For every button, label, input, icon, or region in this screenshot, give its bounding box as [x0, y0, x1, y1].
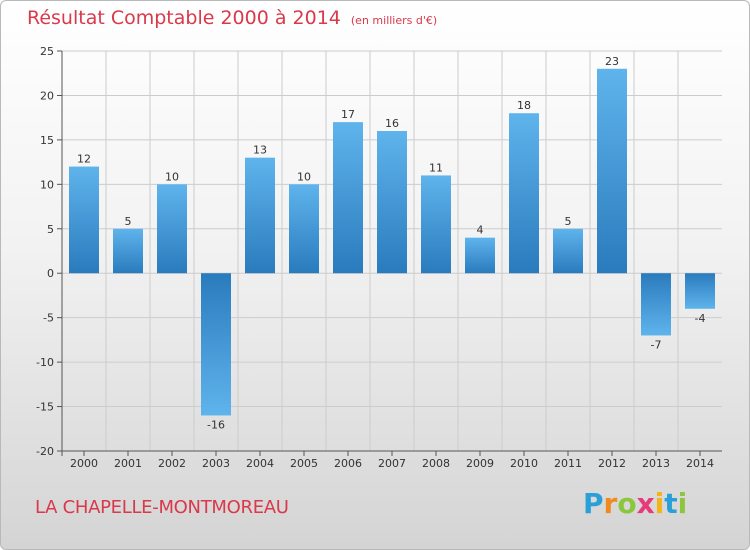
bar-2013	[641, 273, 671, 336]
x-tick-label: 2012	[598, 457, 626, 470]
x-tick-label: 2008	[422, 457, 450, 470]
logo-letter: o	[617, 487, 637, 520]
x-tick-label: 2003	[202, 457, 230, 470]
bar-2007	[377, 131, 407, 274]
x-tick-label: 2006	[334, 457, 362, 470]
bar-2004	[245, 157, 275, 274]
x-tick-label: 2009	[466, 457, 494, 470]
x-tick-label: 2004	[246, 457, 274, 470]
logo-letter: i	[654, 487, 665, 520]
y-tick-label: -10	[36, 356, 54, 369]
data-label-2001: 5	[125, 215, 132, 228]
data-label-2008: 11	[429, 161, 443, 174]
data-label-2005: 10	[297, 170, 311, 183]
chart-subtitle: (en milliers d'€)	[350, 14, 438, 27]
y-tick-label: -5	[43, 312, 54, 325]
y-tick-label: 20	[40, 89, 54, 102]
bar-2011	[553, 228, 583, 274]
proxiti-logo: Proxiti	[583, 487, 687, 520]
logo-letter: P	[583, 487, 604, 520]
bar-layer	[69, 68, 715, 416]
chart-title: Résultat Comptable 2000 à 2014 (en millie…	[27, 7, 437, 29]
x-tick-label: 2001	[114, 457, 142, 470]
data-label-2000: 12	[77, 153, 91, 166]
bar-2000	[69, 166, 99, 274]
data-label-2009: 4	[477, 224, 484, 237]
y-tick-label: 15	[40, 134, 54, 147]
x-tick-label: 2010	[510, 457, 538, 470]
axis-layer: -20 -15 -10 -5 0 5 10 15 20 25 2000 2001 2002 2003 200…	[36, 45, 722, 470]
data-label-2010: 18	[517, 99, 531, 112]
bar-2005	[289, 184, 319, 274]
x-tick-label: 2000	[70, 457, 98, 470]
y-tick-label: -15	[36, 401, 54, 414]
y-tick-label: 10	[40, 178, 54, 191]
bar-2012	[597, 68, 627, 274]
chart-title-text: Résultat Comptable 2000 à 2014	[27, 7, 341, 29]
logo-letter: t	[664, 487, 678, 520]
data-label-2006: 17	[341, 108, 355, 121]
commune-name: LA CHAPELLE-MONTMOREAU	[35, 497, 289, 518]
bar-2003	[201, 273, 231, 416]
y-tick-label: 0	[47, 267, 54, 280]
data-label-2012: 23	[605, 55, 619, 68]
label-layer: 12 5 10 -16 13 10 17 16 11 4 18 5 23 -7 -4	[77, 55, 705, 432]
bar-2010	[509, 113, 539, 274]
data-label-2014: -4	[695, 312, 706, 325]
x-tick-label: 2014	[686, 457, 714, 470]
data-label-2011: 5	[565, 215, 572, 228]
bar-2008	[421, 175, 451, 274]
bar-2014	[685, 273, 715, 309]
x-tick-label: 2011	[554, 457, 582, 470]
y-tick-label: 25	[40, 45, 54, 58]
logo-letter: x	[636, 487, 655, 520]
data-label-2007: 16	[385, 117, 399, 130]
data-label-2003: -16	[207, 418, 225, 431]
data-label-2004: 13	[253, 144, 267, 157]
x-tick-label: 2013	[642, 457, 670, 470]
data-label-2013: -7	[651, 338, 662, 351]
x-tick-label: 2002	[158, 457, 186, 470]
logo-letter: i	[677, 487, 688, 520]
x-tick-label: 2007	[378, 457, 406, 470]
y-tick-label: 5	[47, 223, 54, 236]
logo-letter: r	[603, 487, 618, 520]
bar-2001	[113, 228, 143, 274]
bar-2002	[157, 184, 187, 274]
data-label-2002: 10	[165, 170, 179, 183]
y-tick-label: -20	[36, 445, 54, 458]
bar-2006	[333, 122, 363, 274]
x-tick-label: 2005	[290, 457, 318, 470]
bar-2009	[465, 237, 495, 274]
